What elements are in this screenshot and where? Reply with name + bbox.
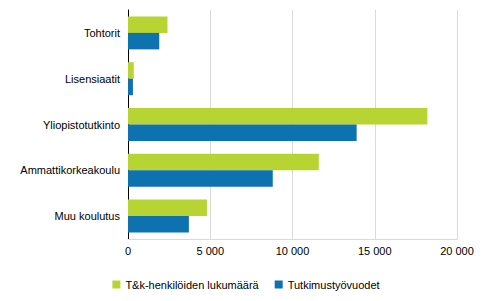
svg-text:Lisensiaatit: Lisensiaatit <box>65 73 120 85</box>
svg-text:5 000: 5 000 <box>196 245 224 257</box>
svg-text:Yliopistotutkinto: Yliopistotutkinto <box>43 119 120 131</box>
svg-text:Ammattikorkeakoulu: Ammattikorkeakoulu <box>20 164 120 176</box>
svg-text:T&k-henkilöiden lukumäärä: T&k-henkilöiden lukumäärä <box>125 279 259 291</box>
svg-text:Tutkimustyövuodet: Tutkimustyövuodet <box>288 279 380 291</box>
svg-text:0: 0 <box>125 245 131 257</box>
svg-text:10 000: 10 000 <box>276 245 310 257</box>
svg-text:Tohtorit: Tohtorit <box>84 27 120 39</box>
svg-text:15 000: 15 000 <box>358 245 392 257</box>
svg-text:Muu koulutus: Muu koulutus <box>55 210 121 222</box>
svg-text:20 000: 20 000 <box>440 245 474 257</box>
